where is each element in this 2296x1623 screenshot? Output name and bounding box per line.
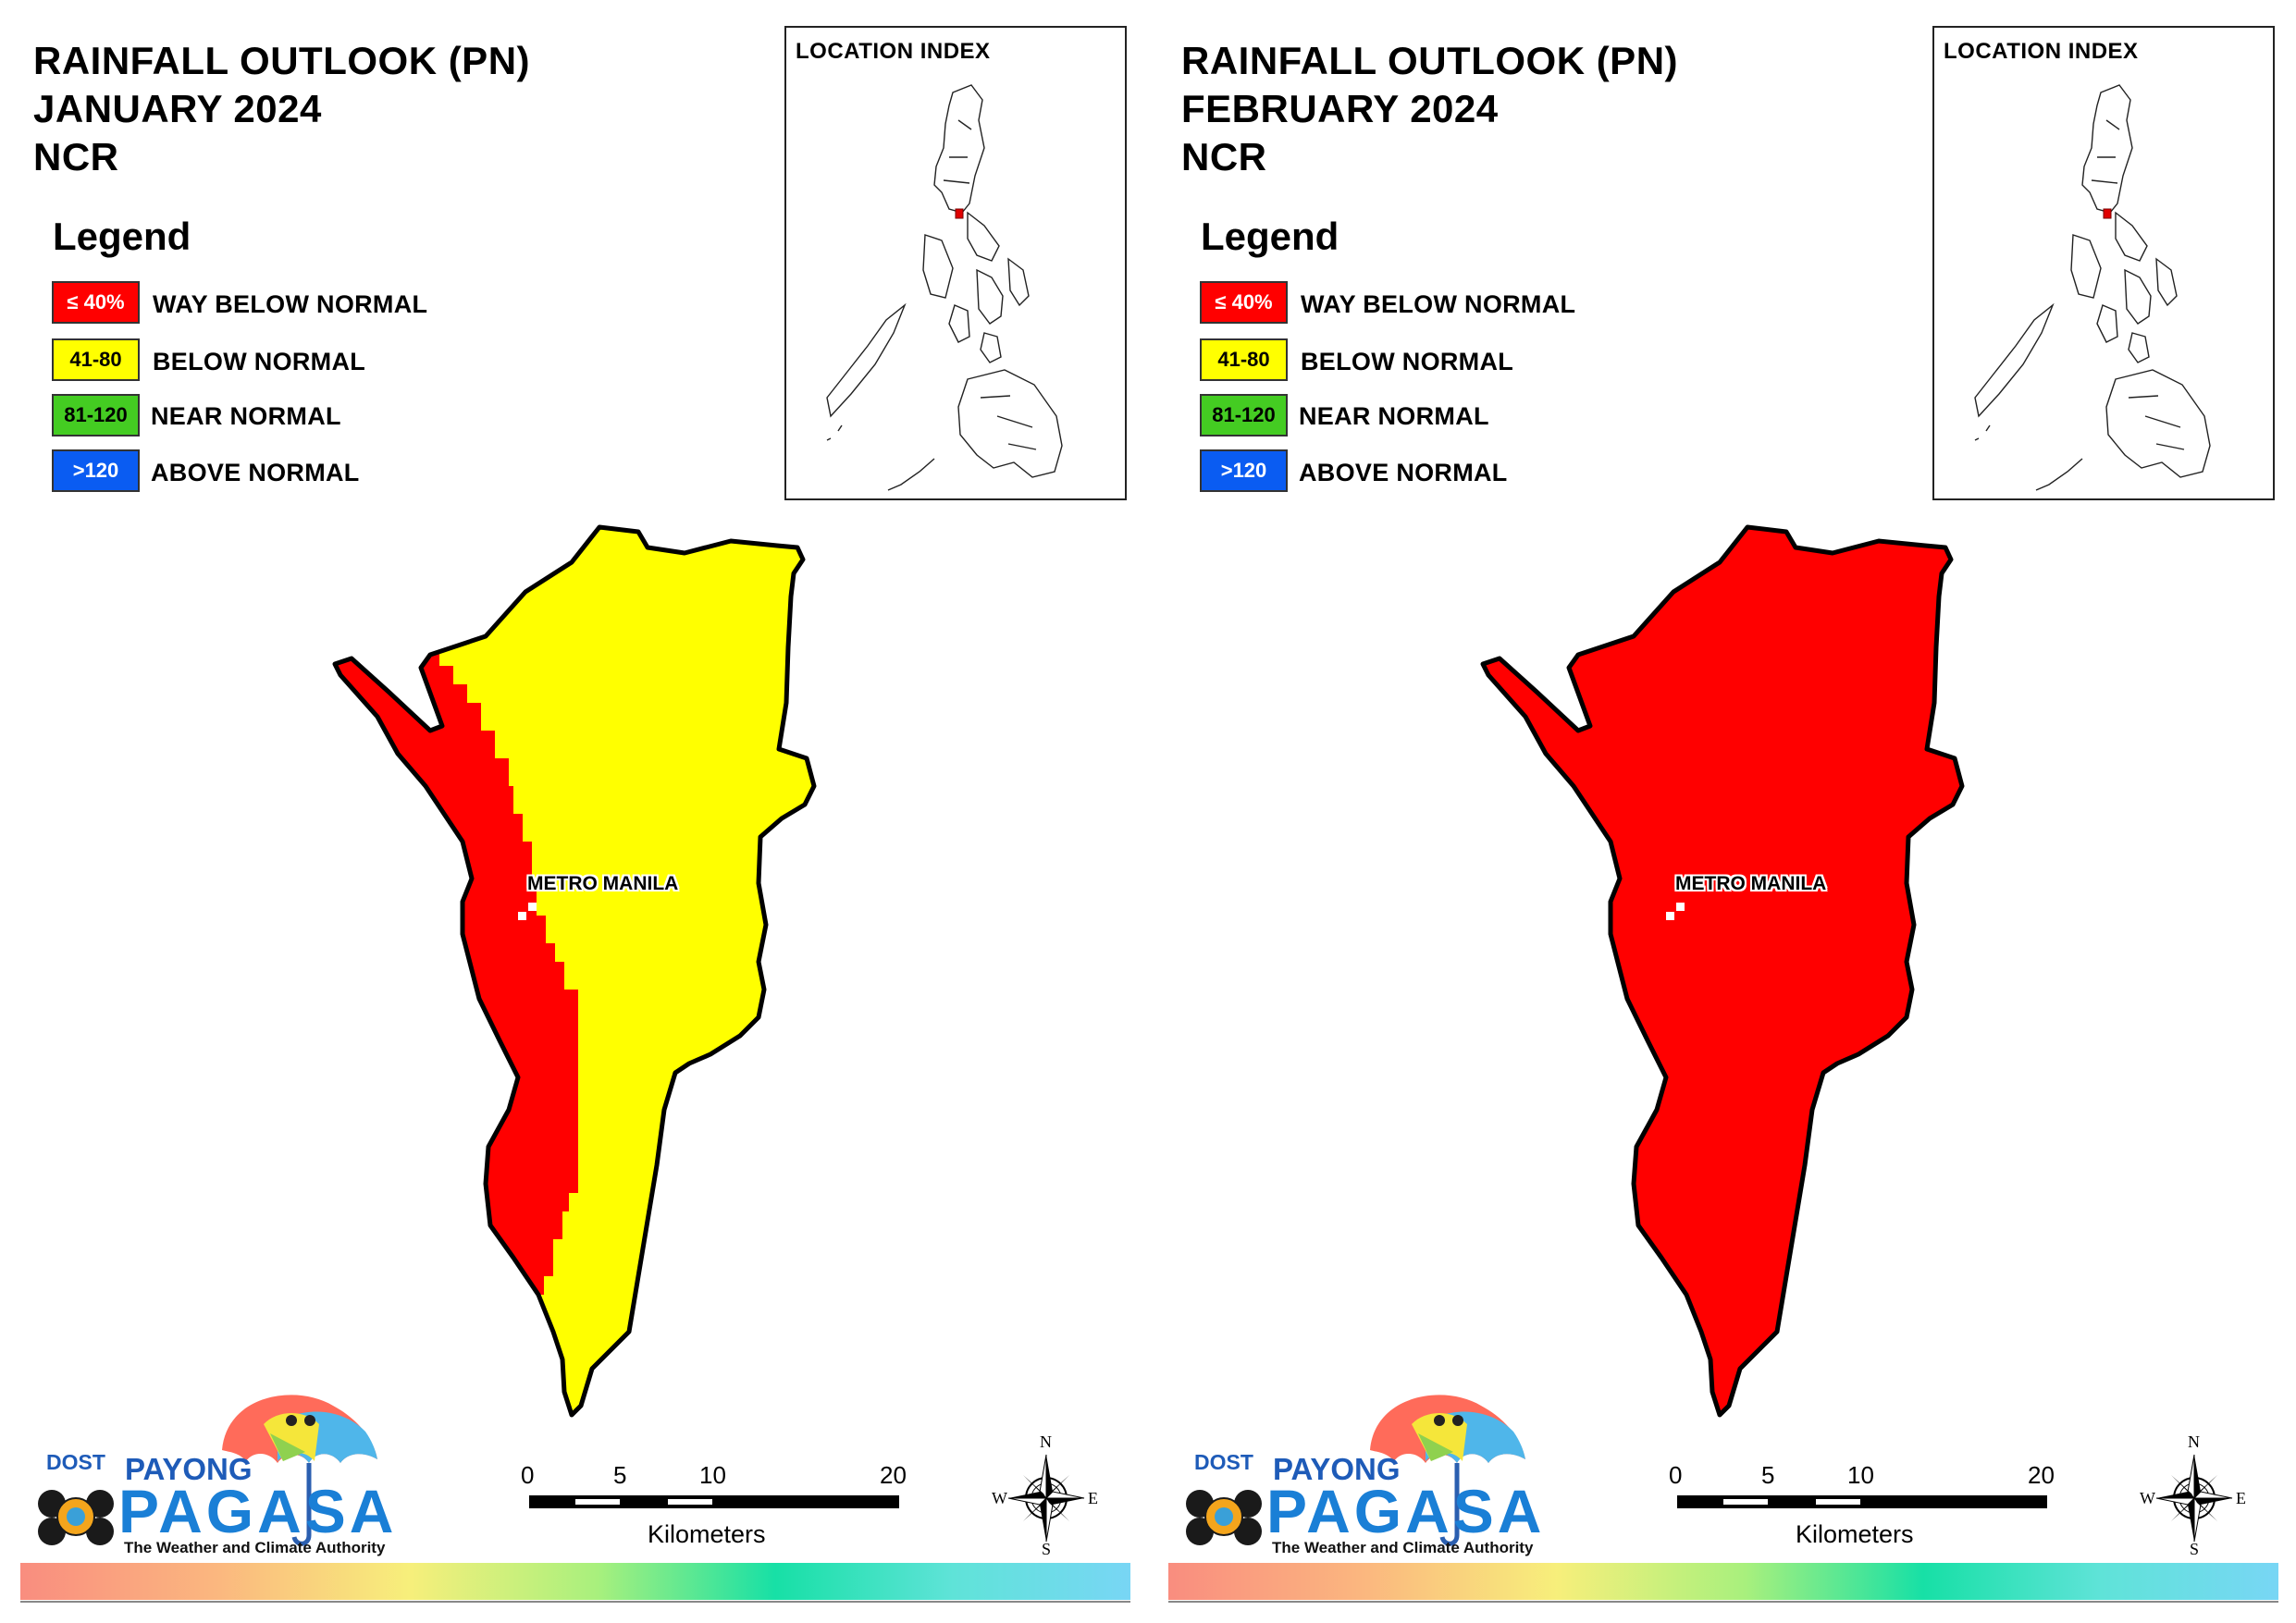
- logo-tagline: The Weather and Climate Authority: [1272, 1539, 1534, 1556]
- metro-manila-label: METRO MANILA: [1675, 873, 1827, 894]
- legend-swatch: >120: [52, 449, 140, 492]
- legend-label: ABOVE NORMAL: [151, 459, 360, 486]
- legend-swatch: 41-80: [1200, 338, 1288, 381]
- legend-label: ABOVE NORMAL: [1299, 459, 1508, 486]
- legend-swatch: 41-80: [52, 338, 140, 381]
- north-arrow: N S W E: [992, 1432, 1098, 1558]
- ncr-marker-icon: [2103, 208, 2112, 219]
- legend-label: BELOW NORMAL: [153, 348, 366, 375]
- pagasa-text: PAGASA: [1266, 1477, 1546, 1545]
- title-line-2: FEBRUARY 2024: [1181, 87, 1499, 130]
- dost-text: DOST: [1194, 1450, 1253, 1474]
- compass-w: W: [2140, 1489, 2155, 1507]
- payong-text: PAYONG: [1273, 1452, 1401, 1486]
- legend-label: NEAR NORMAL: [1299, 402, 1489, 430]
- legend-label: BELOW NORMAL: [1301, 348, 1514, 375]
- scale-tick-label: 10: [1847, 1461, 1874, 1489]
- ncr-rainfall-map: [1480, 524, 1965, 1418]
- location-index-inset: LOCATION INDEX: [1932, 26, 2275, 500]
- legend-label: WAY BELOW NORMAL: [1301, 290, 1576, 318]
- legend-swatch: ≤ 40%: [1200, 281, 1288, 324]
- footer-gradient-bar: [20, 1563, 1130, 1600]
- scale-bar: 0 5 10 20 Kilometers: [1666, 1461, 2073, 1563]
- panel-january: RAINFALL OUTLOOK (PN) JANUARY 2024 NCR L…: [20, 26, 1130, 1603]
- metro-manila-label: METRO MANILA: [527, 873, 679, 894]
- scale-units: Kilometers: [1796, 1520, 1914, 1548]
- scale-tick-label: 20: [880, 1461, 907, 1489]
- compass-n: N: [2188, 1432, 2200, 1451]
- dost-text: DOST: [46, 1450, 105, 1474]
- title-line-2: JANUARY 2024: [33, 87, 322, 130]
- legend-swatch: >120: [1200, 449, 1288, 492]
- north-arrow: N S W E: [2140, 1432, 2246, 1558]
- legend-title: Legend: [1201, 215, 1339, 258]
- map-title: RAINFALL OUTLOOK (PN) FEBRUARY 2024 NCR: [1181, 37, 1678, 181]
- umbrella-logo-icon: [1186, 1395, 1525, 1546]
- location-index-inset: LOCATION INDEX: [784, 26, 1127, 500]
- pagasa-logo: DOST PAYONG PAGASA The Weather and Clima…: [28, 1387, 398, 1563]
- below-normal-region: [335, 527, 814, 1415]
- title-line-1: RAINFALL OUTLOOK (PN): [33, 39, 531, 82]
- legend-swatch: 81-120: [52, 394, 140, 436]
- title-line-3: NCR: [1181, 135, 1267, 178]
- legend-label: NEAR NORMAL: [151, 402, 341, 430]
- scale-tick-label: 5: [1761, 1461, 1775, 1489]
- footer-line: [20, 1601, 1130, 1603]
- footer-gradient-bar: [1168, 1563, 2278, 1600]
- scale-units: Kilometers: [648, 1520, 766, 1548]
- philippines-outline-icon: [826, 84, 1063, 491]
- pagasa-logo: DOST PAYONG PAGASA The Weather and Clima…: [1176, 1387, 1546, 1563]
- umbrella-logo-icon: [38, 1395, 377, 1546]
- title-line-1: RAINFALL OUTLOOK (PN): [1181, 39, 1679, 82]
- compass-s: S: [2190, 1540, 2200, 1558]
- ncr-marker-icon: [955, 208, 964, 219]
- scale-bar-graphic: [1677, 1495, 2047, 1508]
- pagasa-text: PAGASA: [118, 1477, 398, 1545]
- compass-e: E: [2236, 1489, 2246, 1507]
- footer-line: [1168, 1601, 2278, 1603]
- compass-rose-icon: [2155, 1454, 2233, 1543]
- compass-e: E: [1088, 1489, 1098, 1507]
- scale-bar-graphic: [529, 1495, 899, 1508]
- compass-rose-icon: [1007, 1454, 1085, 1543]
- compass-n: N: [1040, 1432, 1052, 1451]
- inset-title: LOCATION INDEX: [1944, 39, 2139, 64]
- legend-title: Legend: [53, 215, 191, 258]
- title-line-3: NCR: [33, 135, 119, 178]
- map-title: RAINFALL OUTLOOK (PN) JANUARY 2024 NCR: [33, 37, 530, 181]
- way-below-normal-region: [1480, 524, 1965, 1418]
- scale-tick-label: 0: [1669, 1461, 1683, 1489]
- compass-w: W: [992, 1489, 1007, 1507]
- philippines-outline-icon: [1974, 84, 2211, 491]
- scale-tick-label: 10: [699, 1461, 726, 1489]
- payong-text: PAYONG: [125, 1452, 253, 1486]
- logo-tagline: The Weather and Climate Authority: [124, 1539, 386, 1556]
- compass-s: S: [1042, 1540, 1052, 1558]
- legend-swatch: 81-120: [1200, 394, 1288, 436]
- panel-february: RAINFALL OUTLOOK (PN) FEBRUARY 2024 NCR …: [1148, 0, 2296, 1623]
- scale-tick-label: 5: [613, 1461, 627, 1489]
- ncr-rainfall-map: [332, 524, 817, 1418]
- scale-bar: 0 5 10 20 Kilometers: [518, 1461, 925, 1563]
- scale-tick-label: 20: [2028, 1461, 2055, 1489]
- legend-swatch: ≤ 40%: [52, 281, 140, 324]
- inset-title: LOCATION INDEX: [796, 39, 991, 64]
- legend-label: WAY BELOW NORMAL: [153, 290, 428, 318]
- scale-tick-label: 0: [521, 1461, 535, 1489]
